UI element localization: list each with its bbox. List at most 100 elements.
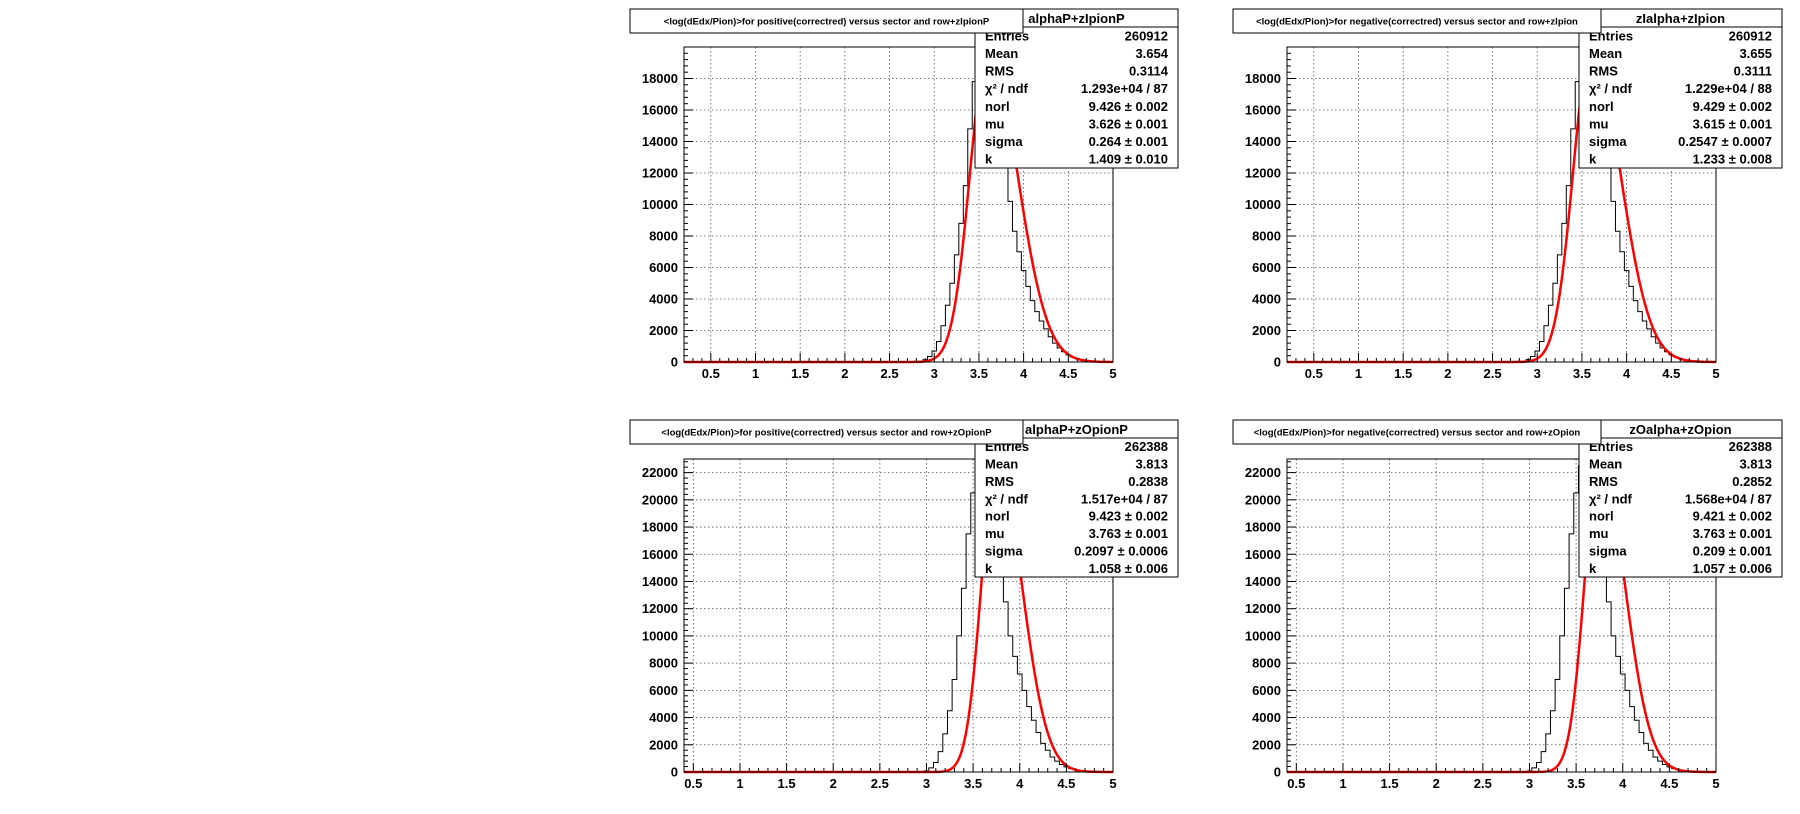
y-tick-label: 12000 [642, 166, 678, 181]
stats-row-label: mu [1589, 116, 1609, 131]
y-tick-label: 22000 [1245, 465, 1281, 480]
y-tick-label: 8000 [649, 229, 678, 244]
stats-row-value: 1.517e+04 / 87 [1081, 491, 1168, 506]
stats-row-label: sigma [1589, 134, 1627, 149]
x-tick-label: 1.5 [1381, 776, 1399, 791]
stats-row-value: 9.426 ± 0.002 [1089, 99, 1168, 114]
y-tick-label: 2000 [649, 737, 678, 752]
x-tick-label: 1.5 [778, 776, 796, 791]
y-tick-label: 16000 [1245, 103, 1281, 118]
chart-title: <log(dEdx/Pion)>for positive(correctred)… [664, 17, 990, 28]
stats-row-label: Mean [985, 457, 1018, 472]
x-tick-label: 2.5 [881, 366, 899, 381]
histogram-pad-2: 0.5 1 1.5 2 2.5 3 3.5 4 4.5 5 0 2000 4000 6000 8000 100… [1232, 8, 1783, 381]
x-tick-label: 0.5 [702, 366, 720, 381]
stats-box-name: alphaP+zOpionP [1025, 422, 1128, 437]
stats-row-value: 1.233 ± 0.008 [1693, 152, 1772, 167]
y-tick-label: 0 [671, 765, 678, 780]
stats-row-value: 0.209 ± 0.001 [1693, 543, 1772, 558]
stats-row-value: 1.229e+04 / 88 [1685, 81, 1772, 96]
y-tick-label: 12000 [1245, 166, 1281, 181]
stats-row-label: RMS [985, 474, 1014, 489]
x-tick-label: 3 [1526, 776, 1533, 791]
stats-row-label: RMS [985, 64, 1014, 79]
histogram-pad-1: 0.5 1 1.5 2 2.5 3 3.5 4 4.5 5 0 2000 4000 6000 8000 100… [629, 8, 1179, 381]
stats-row-label: χ² / ndf [1589, 491, 1633, 506]
stats-row-value: 260912 [1125, 28, 1168, 43]
stats-box-name: zIalpha+zIpion [1636, 11, 1725, 26]
stats-row-label: norl [985, 99, 1010, 114]
x-tick-label: 2.5 [871, 776, 889, 791]
stats-row-label: sigma [1589, 543, 1627, 558]
stats-box-name: zOalpha+zOpion [1629, 422, 1731, 437]
x-tick-label: 4 [1020, 366, 1028, 381]
y-tick-label: 10000 [1245, 628, 1281, 643]
x-tick-label: 2 [1433, 776, 1440, 791]
stats-row-value: 0.2097 ± 0.0006 [1074, 543, 1168, 558]
stats-row-label: sigma [985, 134, 1023, 149]
stats-row-label: χ² / ndf [1589, 81, 1633, 96]
x-tick-label: 2 [1444, 366, 1451, 381]
pads-container: 0.5 1 1.5 2 2.5 3 3.5 4 4.5 502000400060008000100… [629, 8, 1783, 791]
stats-row-label: Mean [985, 46, 1018, 61]
x-tick-label: 1.5 [791, 366, 809, 381]
y-tick-label: 18000 [642, 520, 678, 535]
stats-row-label: χ² / ndf [985, 81, 1029, 96]
x-tick-label: 4.5 [1057, 776, 1075, 791]
x-tick-label: 5 [1109, 366, 1116, 381]
x-tick-label: 4 [1623, 366, 1631, 381]
x-tick-label: 1 [1339, 776, 1346, 791]
y-tick-label: 10000 [642, 628, 678, 643]
x-tick-label: 1 [736, 776, 743, 791]
stats-row-label: k [985, 152, 993, 167]
stats-box [974, 8, 1179, 169]
y-tick-label: 18000 [642, 71, 678, 86]
chart-title: <log(dEdx/Pion)>for negative(correctred)… [1256, 17, 1578, 28]
y-tick-label: 6000 [1252, 683, 1281, 698]
stats-row-value: 3.763 ± 0.001 [1693, 526, 1772, 541]
y-tick-label: 20000 [1245, 492, 1281, 507]
y-tick-label: 14000 [1245, 574, 1281, 589]
y-tick-label: 12000 [1245, 601, 1281, 616]
stats-row-label: χ² / ndf [985, 491, 1029, 506]
stats-row-label: k [1589, 561, 1597, 576]
x-tick-label: 4.5 [1662, 366, 1680, 381]
stats-row-value: 3.763 ± 0.001 [1089, 526, 1168, 541]
x-tick-label: 4 [1619, 776, 1627, 791]
stats-row-label: k [1589, 152, 1597, 167]
stats-box [1578, 419, 1783, 578]
histogram-pad-3: 0.5 1 1.5 2 2.5 3 3.5 4 4.5 5 0 2000 4000 6000 8000 100… [629, 419, 1179, 791]
stats-row-label: mu [985, 526, 1005, 541]
x-tick-label: 1 [752, 366, 759, 381]
x-tick-label: 5 [1712, 776, 1719, 791]
stats-row-label: norl [985, 509, 1010, 524]
x-tick-label: 5 [1109, 776, 1116, 791]
y-tick-label: 2000 [1252, 323, 1281, 338]
stats-row-label: mu [985, 116, 1005, 131]
title-box [1232, 8, 1602, 34]
x-tick-label: 3 [923, 776, 930, 791]
y-tick-label: 6000 [1252, 260, 1281, 275]
stats-row-value: 9.421 ± 0.002 [1693, 509, 1772, 524]
stats-row-value: 1.057 ± 0.006 [1693, 561, 1772, 576]
y-tick-label: 16000 [642, 103, 678, 118]
y-tick-label: 10000 [642, 197, 678, 212]
x-tick-label: 3.5 [1573, 366, 1591, 381]
stats-row-value: 9.423 ± 0.002 [1089, 509, 1168, 524]
y-tick-label: 20000 [642, 492, 678, 507]
x-tick-label: 1.5 [1394, 366, 1412, 381]
stats-row-value: 3.615 ± 0.001 [1693, 116, 1772, 131]
y-tick-label: 16000 [642, 547, 678, 562]
y-tick-label: 14000 [1245, 134, 1281, 149]
x-tick-label: 0.5 [684, 776, 702, 791]
x-tick-label: 4.5 [1660, 776, 1678, 791]
stats-row-value: 262388 [1729, 439, 1772, 454]
stats-row-value: 0.264 ± 0.001 [1089, 134, 1168, 149]
stats-row-label: Mean [1589, 46, 1622, 61]
x-tick-label: 3 [1534, 366, 1541, 381]
stats-row-value: 0.3114 [1129, 64, 1169, 79]
x-tick-label: 2.5 [1484, 366, 1502, 381]
stats-row-value: 3.626 ± 0.001 [1089, 116, 1168, 131]
y-tick-label: 22000 [642, 465, 678, 480]
y-tick-label: 8000 [649, 656, 678, 671]
